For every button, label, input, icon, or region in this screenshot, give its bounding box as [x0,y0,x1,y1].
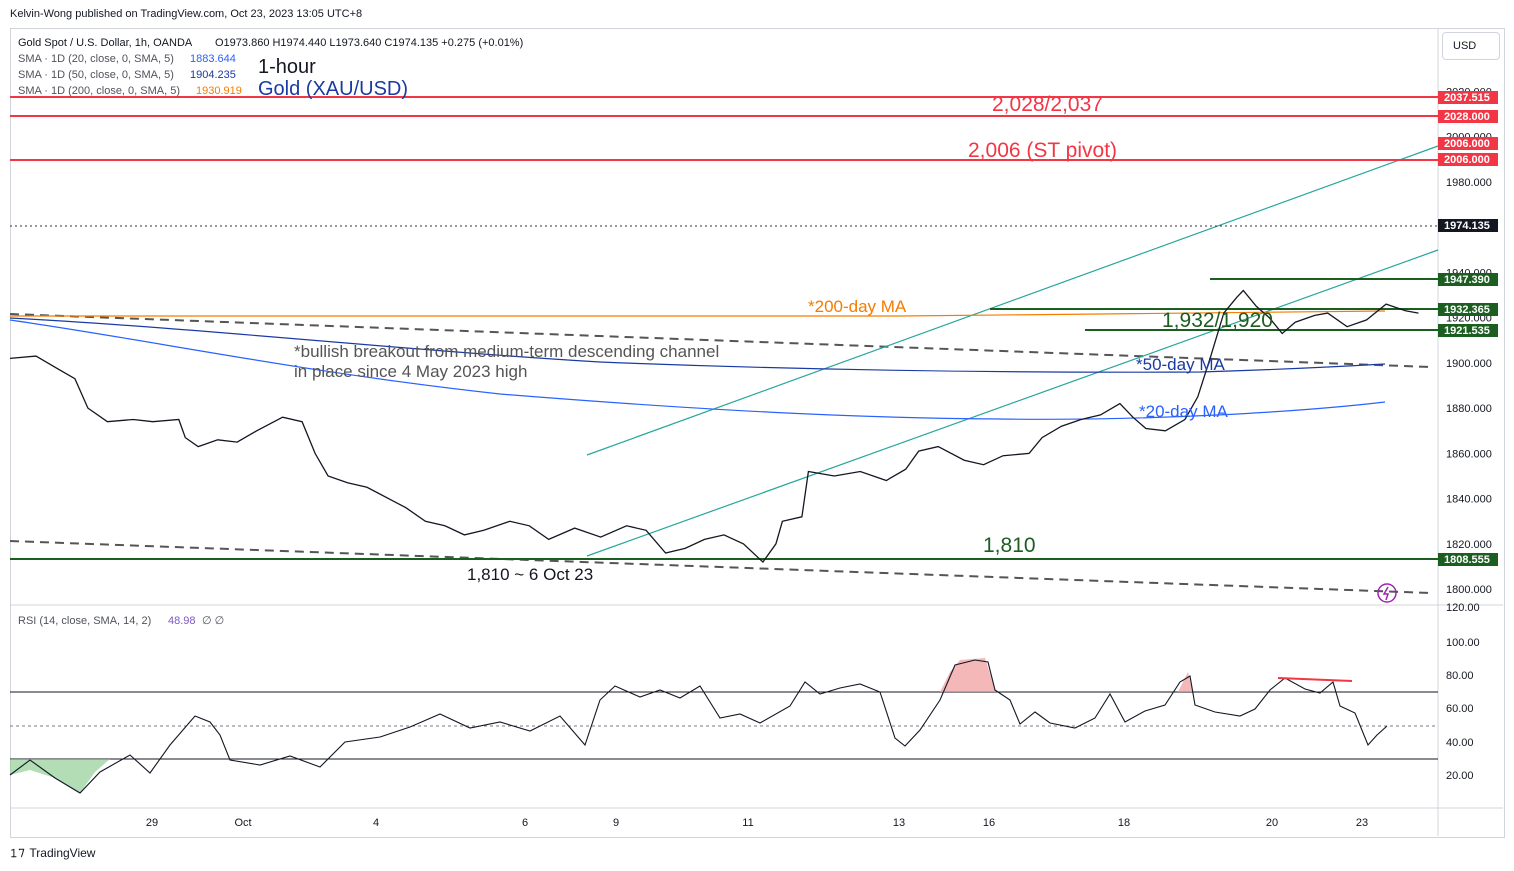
currency-button[interactable]: USD [1442,32,1500,60]
ma200-line [10,310,1386,317]
rsi-tick-40: 40.00 [1446,737,1474,749]
price-tick-label: 1820.000 [1446,539,1492,551]
breakout-note-line2: in place since 4 May 2023 high [294,362,527,381]
rsi-oversold-fill [10,759,110,793]
published-by: Kelvin-Wong published on TradingView.com… [10,8,363,20]
legend-ohlc: O1973.860 H1974.440 L1973.640 C1974.135 … [215,37,523,49]
legend-sma200-label: SMA · 1D (200, close, 0, SMA, 5) [18,85,180,97]
price-tick-label: 1840.000 [1446,494,1492,506]
badge-last: 1974.135 [1444,220,1490,232]
ma20-label: *20-day MA [1139,402,1228,421]
footer-brand-label: TradingView [29,846,96,860]
time-axis-ticks: 29 Oct 4 6 9 11 13 16 18 20 23 [146,817,1368,829]
time-tick-label: 13 [893,817,905,829]
badge-2037: 2037.515 [1444,92,1490,104]
price-tick-label: 1900.000 [1446,358,1492,370]
badge-2006-a: 2006.000 [1444,138,1490,150]
legend-sma200-value: 1930.919 [196,85,242,97]
legend-symbol: Gold Spot / U.S. Dollar, 1h, OANDA [18,37,193,49]
ma50-line [9,317,1386,373]
price-tick-label: 1860.000 [1446,448,1492,460]
level-1810-label: 1,810 [983,534,1036,557]
price-tick-label: 1800.000 [1446,584,1492,596]
chart-frame [10,28,1505,838]
support-zone-label: 1,932/1,920 [1162,309,1273,332]
badge-2006-b: 2006.000 [1444,154,1490,166]
time-tick-label: 11 [742,817,753,829]
time-tick-label: 18 [1118,817,1130,829]
ascending-channel-lower [586,249,1439,557]
legend-sma50-value: 1904.235 [190,69,236,81]
resistance-zone-label: 2,028/2,037 [992,93,1103,116]
time-tick-label: Oct [234,817,251,829]
badge-1921: 1921.535 [1444,325,1490,337]
alert-bolt-icon [1382,586,1390,601]
ma20-line [9,319,1386,420]
legend-sma50-label: SMA · 1D (50, close, 0, SMA, 5) [18,69,174,81]
rsi-divergence-line [1277,677,1353,682]
breakout-note-line1: *bullish breakout from medium-term desce… [294,342,719,361]
timeframe-label: 1-hour [258,56,316,78]
price-series [9,289,1419,563]
rsi-legend: RSI (14, close, SMA, 14, 2) [18,615,151,627]
rsi-tick-120: 120.00 [1446,602,1480,614]
ascending-channel-upper [586,145,1439,456]
channel-lower-dashed [9,540,1431,594]
time-tick-label: 6 [522,817,528,829]
badge-2028: 2028.000 [1444,111,1490,123]
rsi-value: 48.98 [168,615,196,627]
footer-brand[interactable]: 𝟷𝟽 TradingView [10,846,95,861]
channel-upper-dashed [9,313,1431,368]
alert-icon[interactable] [1377,583,1397,603]
rsi-overbought-fill [940,658,996,692]
time-tick-label: 16 [983,817,995,829]
tradingview-logo-icon: 𝟷𝟽 [10,846,26,860]
ma50-label: *50-day MA [1136,355,1225,374]
rsi-axis-ticks: 120.00 100.00 80.00 60.00 40.00 20.00 [1446,602,1480,782]
badge-1947: 1947.390 [1444,274,1490,286]
ma200-label: *200-day MA [808,297,907,316]
legend-sma20-value: 1883.644 [190,53,236,65]
rsi-tick-80: 80.00 [1446,670,1474,682]
badge-1808: 1808.555 [1444,554,1490,566]
rsi-tick-60: 60.00 [1446,703,1474,715]
time-tick-label: 9 [613,817,619,829]
st-pivot-label: 2,006 (ST pivot) [968,139,1117,162]
price-badges: 2037.515 2028.000 2006.000 2006.000 1974… [1438,91,1498,566]
low-note-label: 1,810 ~ 6 Oct 23 [467,565,593,584]
price-tick-label: 1880.000 [1446,403,1492,415]
price-tick-label: 1980.000 [1446,177,1492,189]
time-tick-label: 20 [1266,817,1278,829]
time-tick-label: 29 [146,817,158,829]
time-tick-label: 4 [373,817,379,829]
rsi-tick-20: 20.00 [1446,770,1474,782]
rsi-tick-100: 100.00 [1446,637,1480,649]
time-tick-label: 23 [1356,817,1368,829]
badge-1932: 1932.365 [1444,304,1490,316]
instrument-label: Gold (XAU/USD) [258,78,408,100]
legend-sma20-label: SMA · 1D (20, close, 0, SMA, 5) [18,53,174,65]
rsi-line [9,659,1388,794]
rsi-extra: ∅ ∅ [202,615,224,627]
